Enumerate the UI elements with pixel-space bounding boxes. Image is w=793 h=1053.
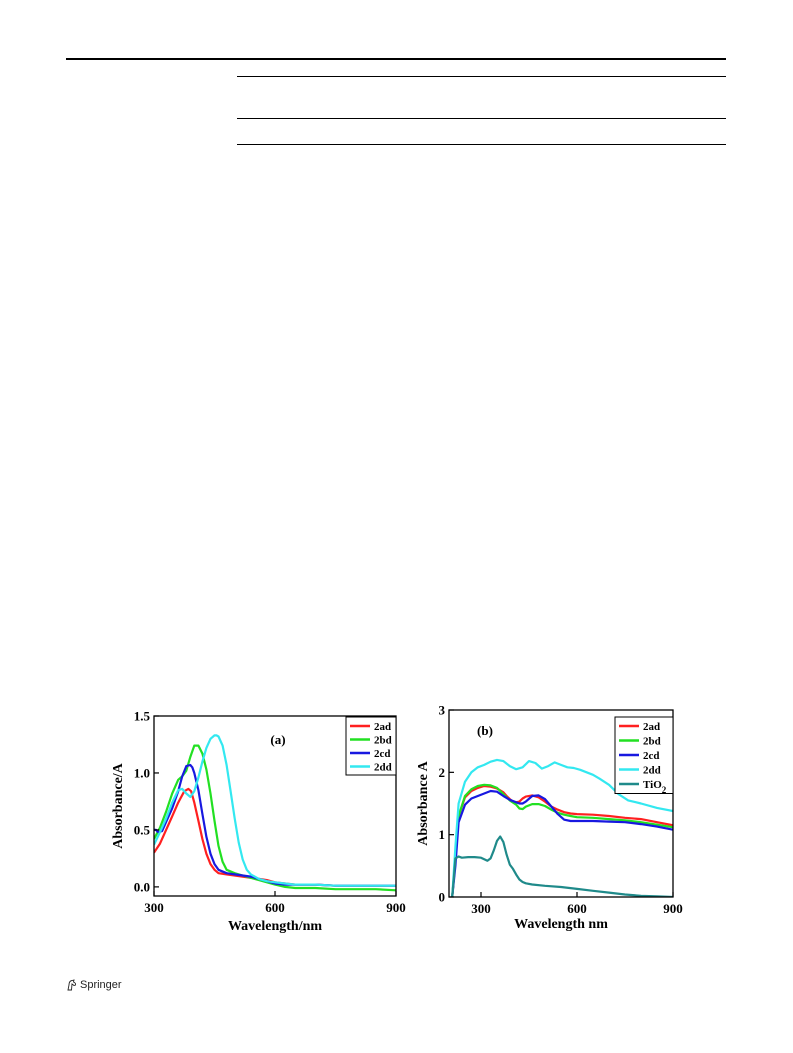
x-tick-label: 300 bbox=[144, 900, 164, 915]
springer-horse-icon bbox=[67, 979, 77, 991]
table-top-rule bbox=[237, 76, 726, 77]
panel-label: (b) bbox=[477, 723, 493, 738]
legend-label-2cd: 2cd bbox=[643, 750, 660, 762]
publisher-name: Springer bbox=[80, 979, 122, 991]
series-line-2dd bbox=[451, 758, 673, 897]
plot-frame bbox=[448, 709, 674, 898]
table-mid-rule bbox=[237, 118, 726, 119]
x-tick-label: 600 bbox=[567, 901, 587, 916]
chart-a-absorbance-solution: 300 600 900 0.0 0.5 1.0 1.5 Wavelength/nm Absorb… bbox=[111, 709, 406, 935]
y-tick-label: 1 bbox=[439, 827, 446, 842]
series-line-2ad bbox=[154, 787, 396, 887]
series-line-2ad bbox=[451, 784, 673, 897]
legend-label-2bd: 2bd bbox=[643, 736, 661, 748]
x-tick-label: 900 bbox=[663, 901, 683, 916]
series-line-2cd bbox=[154, 763, 396, 887]
y-tick-label: 1.0 bbox=[134, 765, 150, 780]
table-bottom-rule bbox=[237, 144, 726, 145]
y-tick-label: 1.5 bbox=[134, 709, 151, 724]
x-axis-label: Wavelength/nm bbox=[228, 919, 322, 934]
y-axis-label: Absorbance A bbox=[416, 760, 431, 845]
y-tick-label: 0.0 bbox=[134, 879, 150, 894]
legend-label-2ad: 2ad bbox=[374, 721, 391, 733]
legend-label-2cd: 2cd bbox=[374, 748, 391, 760]
x-tick-label: 600 bbox=[265, 900, 285, 915]
series-line-2cd bbox=[451, 789, 673, 897]
y-tick-label: 3 bbox=[439, 703, 446, 718]
y-axis-label: Absorbance/A bbox=[111, 762, 126, 848]
legend-label-2bd: 2bd bbox=[374, 735, 392, 747]
legend-label-2dd: 2dd bbox=[374, 762, 392, 774]
y-tick-label: 0 bbox=[439, 890, 446, 905]
x-tick-label: 900 bbox=[386, 900, 406, 915]
y-tick-label: 2 bbox=[439, 765, 446, 780]
header-rule bbox=[66, 58, 726, 60]
series-line-2bd bbox=[451, 783, 673, 897]
series-line-tio2 bbox=[451, 835, 673, 897]
publisher-footer: Springer bbox=[66, 979, 122, 991]
chart-b-absorbance-tio2: 300 600 900 0 1 2 3 Wavelength nm Absorbance A (b… bbox=[416, 703, 683, 933]
series-line-2dd bbox=[154, 734, 396, 887]
x-axis-label: Wavelength nm bbox=[514, 917, 608, 932]
x-tick-label: 300 bbox=[471, 901, 491, 916]
y-tick-label: 0.5 bbox=[134, 822, 151, 837]
panel-label: (a) bbox=[270, 732, 285, 747]
legend-label-2dd: 2dd bbox=[643, 765, 661, 777]
legend-label-2ad: 2ad bbox=[643, 721, 660, 733]
